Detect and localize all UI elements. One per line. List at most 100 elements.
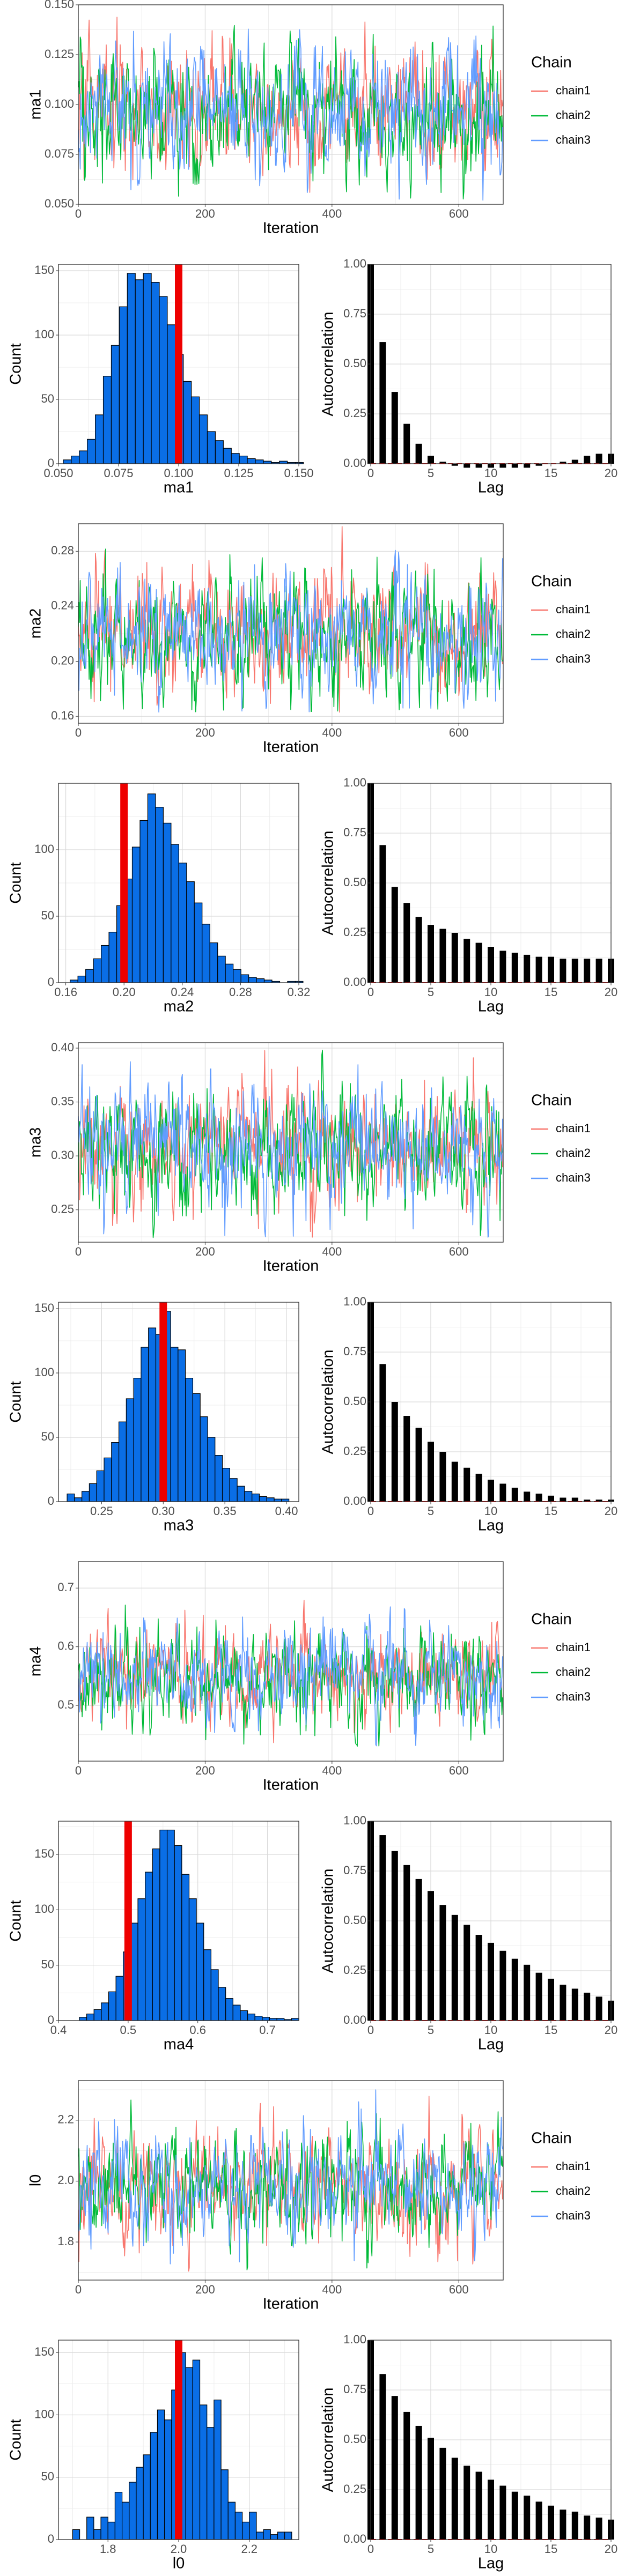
x-axis-title: Lag bbox=[478, 479, 504, 496]
trace-line-chain2 bbox=[78, 1050, 503, 1238]
x-axis-title: ma1 bbox=[164, 479, 194, 496]
histogram-bar bbox=[67, 1494, 75, 1502]
histogram-bar bbox=[240, 974, 249, 983]
histogram-bar bbox=[215, 440, 224, 464]
histogram-bar bbox=[207, 2427, 215, 2540]
y-tick-label: 0 bbox=[48, 456, 54, 470]
histogram-bar bbox=[71, 455, 80, 464]
x-axis-title: Iteration bbox=[263, 1258, 319, 1275]
histogram-bar bbox=[254, 2016, 263, 2021]
histogram-bar bbox=[101, 945, 109, 983]
x-tick-label: 2.2 bbox=[241, 2542, 258, 2556]
histogram-bar bbox=[279, 461, 288, 464]
histogram-bar bbox=[93, 2529, 101, 2540]
acf-bar bbox=[439, 1905, 446, 2021]
histogram-bar bbox=[185, 1378, 194, 1502]
histogram-bar bbox=[137, 1898, 146, 2021]
y-tick-label: 2.2 bbox=[57, 2113, 74, 2126]
acf-bar bbox=[403, 2411, 410, 2540]
x-tick-label: 400 bbox=[322, 1764, 342, 1777]
y-tick-label: 1.00 bbox=[343, 776, 366, 789]
histogram-bar bbox=[93, 958, 102, 983]
y-tick-label: 0.25 bbox=[343, 406, 366, 420]
trace-line-chain3 bbox=[78, 28, 503, 201]
histogram-bar bbox=[133, 1378, 142, 1502]
x-tick-label: 1.8 bbox=[100, 2542, 116, 2556]
y-tick-label: 0.16 bbox=[51, 709, 74, 722]
histogram-bar bbox=[295, 462, 304, 464]
legend-label-chain2: chain2 bbox=[556, 108, 591, 122]
y-tick-label: 0 bbox=[48, 2532, 54, 2545]
x-tick-label: 0 bbox=[75, 2283, 82, 2296]
trace-line-chain3 bbox=[78, 550, 503, 712]
y-tick-label: 0.7 bbox=[57, 1580, 74, 1594]
histogram-bar bbox=[77, 975, 86, 983]
x-tick-label: 200 bbox=[195, 726, 215, 739]
acf-bar bbox=[464, 939, 470, 983]
y-axis-title: ma2 bbox=[27, 608, 45, 639]
histogram-bar bbox=[145, 1872, 153, 2021]
x-tick-label: 0.25 bbox=[90, 1504, 113, 1518]
y-tick-label: 2.0 bbox=[57, 2173, 74, 2187]
legend-title: Chain bbox=[531, 573, 572, 590]
histogram-bar bbox=[256, 978, 265, 983]
histogram-bar bbox=[121, 2501, 130, 2540]
acf-bar bbox=[524, 1964, 531, 2021]
y-tick-label: 0.00 bbox=[343, 456, 366, 470]
y-tick-label: 0.28 bbox=[51, 544, 74, 557]
acf-bar bbox=[511, 464, 518, 468]
x-axis-title: Iteration bbox=[263, 1777, 319, 1794]
legend-label-chain3: chain3 bbox=[556, 2209, 591, 2222]
histogram-bar bbox=[241, 2521, 250, 2540]
x-tick-label: 20 bbox=[605, 1504, 617, 1518]
histogram-bar bbox=[111, 345, 120, 464]
acf-bar bbox=[584, 1499, 591, 1502]
histogram-bar bbox=[209, 942, 218, 983]
histogram-bar bbox=[102, 376, 112, 464]
y-tick-label: 0.100 bbox=[45, 97, 74, 110]
x-axis-title: Lag bbox=[478, 1517, 504, 1534]
y-axis-title: Count bbox=[8, 1381, 25, 1422]
histogram-bar bbox=[74, 1497, 83, 1502]
histogram-bar bbox=[270, 2534, 278, 2540]
y-tick-label: 0.50 bbox=[343, 2432, 366, 2446]
acf-bar bbox=[428, 925, 434, 983]
histogram-bar bbox=[79, 2017, 87, 2021]
histogram-bar bbox=[114, 2492, 123, 2540]
x-tick-label: 15 bbox=[545, 1504, 557, 1518]
x-tick-label: 0 bbox=[367, 2023, 374, 2037]
x-tick-label: 0 bbox=[75, 1764, 82, 1777]
histogram-bar bbox=[199, 2404, 208, 2540]
acf-bar bbox=[391, 2396, 398, 2540]
histogram-bar bbox=[200, 1416, 208, 1502]
histogram-bar bbox=[274, 1498, 282, 1502]
histogram-bar bbox=[203, 1949, 211, 2021]
x-tick-label: 200 bbox=[195, 2283, 215, 2296]
histogram-bar bbox=[82, 1491, 90, 1502]
x-tick-label: 0.4 bbox=[50, 2023, 67, 2037]
y-tick-label: 150 bbox=[34, 263, 54, 277]
x-tick-label: 0.16 bbox=[54, 985, 77, 999]
x-tick-label: 10 bbox=[484, 466, 497, 480]
histogram-bar bbox=[223, 448, 232, 464]
y-tick-label: 100 bbox=[34, 328, 54, 341]
histogram-bar bbox=[108, 1991, 116, 2021]
histogram-bar bbox=[192, 2359, 201, 2540]
panel-border bbox=[78, 1561, 504, 1762]
y-tick-label: 0.30 bbox=[51, 1148, 74, 1162]
x-tick-label: 0.7 bbox=[259, 2023, 276, 2037]
y-tick-label: 1.00 bbox=[343, 1814, 366, 1827]
x-tick-label: 0 bbox=[75, 1245, 82, 1258]
x-axis-title: Iteration bbox=[263, 220, 319, 237]
acf-bar bbox=[584, 959, 591, 983]
y-tick-label: 0.50 bbox=[343, 357, 366, 370]
y-tick-label: 1.00 bbox=[343, 2333, 366, 2346]
x-tick-label: 15 bbox=[545, 466, 557, 480]
acf-bar bbox=[439, 462, 446, 464]
legend-label-chain1: chain1 bbox=[556, 2159, 591, 2173]
acf-bar bbox=[415, 443, 422, 464]
acf-bar bbox=[415, 2425, 422, 2540]
legend-label-chain3: chain3 bbox=[556, 652, 591, 665]
